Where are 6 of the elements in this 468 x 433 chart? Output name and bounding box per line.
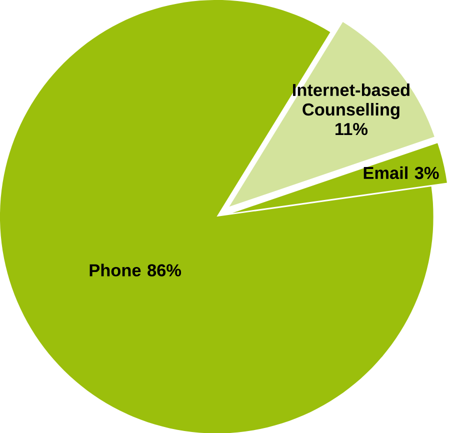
data-label: 86%: [148, 264, 182, 276]
slice-label: Internet-based Counselling: [293, 83, 410, 119]
data-label: 3%: [414, 166, 439, 179]
slice-label: Phone: [90, 264, 141, 276]
data-label: 11%: [336, 122, 368, 135]
slice-label: Email: [364, 166, 408, 179]
